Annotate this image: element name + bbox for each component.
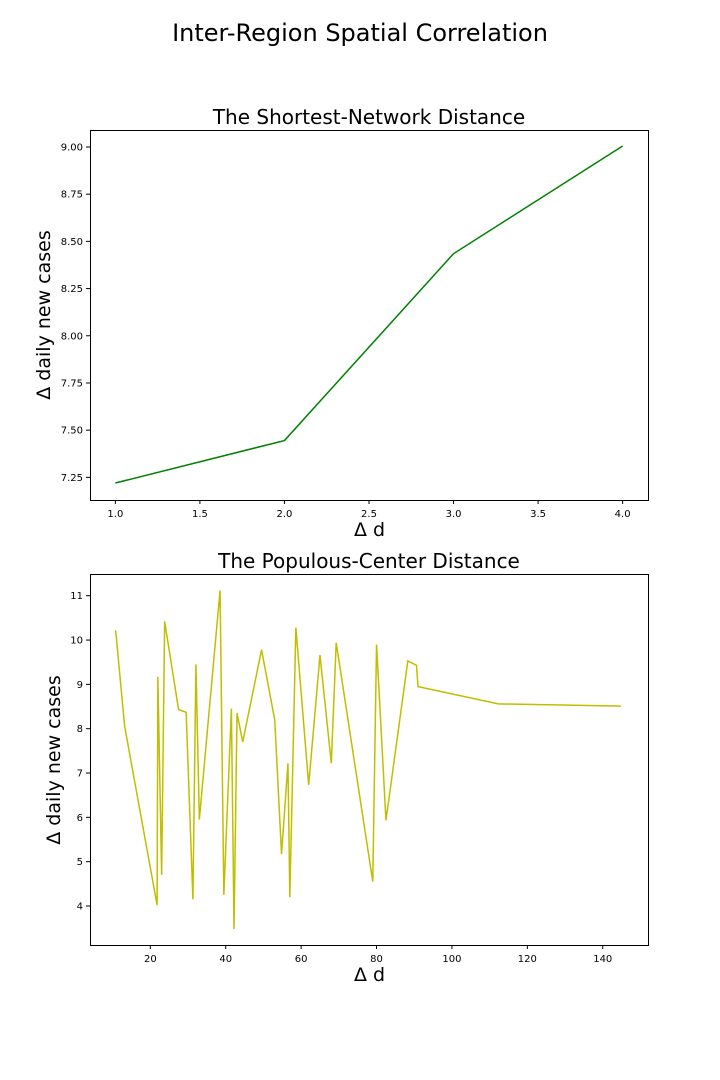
tick-group: 20 40 60 80 100 120 140 4 5 6 7 8 9 10 11 [70, 591, 612, 965]
tick-group: 1.0 1.5 2.0 2.5 3.0 3.5 4.0 7.25 7.50 7.75 8.00 8.2… [61, 142, 631, 520]
y-tick-label: 11 [70, 591, 83, 602]
series-line [115, 145, 624, 484]
y-tick-label: 7 [77, 769, 83, 780]
x-tick-label: 3.0 [446, 509, 462, 520]
y-tick-label: 8.75 [61, 190, 83, 201]
y-tick-label: 4 [77, 901, 83, 912]
x-tick-label: 140 [593, 954, 612, 965]
subplot-title: The Populous-Center Distance [217, 549, 520, 573]
figure-suptitle: Inter-Region Spatial Correlation [172, 19, 548, 47]
series-line [114, 590, 621, 930]
y-tick-label: 7.50 [61, 426, 83, 437]
y-axis-label: Δ daily new cases [33, 230, 55, 399]
y-tick-label: 6 [77, 813, 83, 824]
plot-frame [90, 574, 649, 946]
y-tick-label: 8.50 [61, 237, 83, 248]
x-tick-label: 3.5 [530, 509, 546, 520]
y-tick-label: 9 [77, 680, 83, 691]
x-tick-label: 60 [295, 954, 308, 965]
x-axis-label: Δ d [354, 964, 385, 986]
x-tick-label: 40 [219, 954, 232, 965]
y-tick-label: 8 [77, 724, 83, 735]
plot-frame [90, 130, 649, 501]
x-tick-label: 120 [518, 954, 537, 965]
y-tick-label: 7.25 [61, 473, 83, 484]
y-axis-label: Δ daily new cases [43, 675, 65, 844]
x-tick-label: 20 [144, 954, 157, 965]
y-tick-label: 9.00 [61, 142, 83, 153]
x-axis-label: Δ d [354, 519, 385, 541]
subplot-populous-center: The Populous-Center Distance 20 40 60 80 100… [43, 549, 649, 986]
x-tick-label: 4.0 [615, 509, 631, 520]
y-tick-label: 10 [70, 636, 83, 647]
x-tick-label: 1.0 [107, 509, 123, 520]
subplot-shortest-network: The Shortest-Network Distance 1.0 1.5 2.0 2… [33, 105, 649, 541]
subplot-title: The Shortest-Network Distance [212, 105, 525, 129]
x-tick-label: 2.5 [361, 509, 377, 520]
y-tick-label: 8.25 [61, 284, 83, 295]
x-tick-label: 2.0 [277, 509, 293, 520]
y-tick-label: 5 [77, 857, 83, 868]
y-tick-label: 8.00 [61, 331, 83, 342]
x-tick-label: 1.5 [192, 509, 208, 520]
x-tick-label: 80 [370, 954, 383, 965]
x-tick-label: 100 [442, 954, 461, 965]
y-tick-label: 7.75 [61, 378, 83, 389]
